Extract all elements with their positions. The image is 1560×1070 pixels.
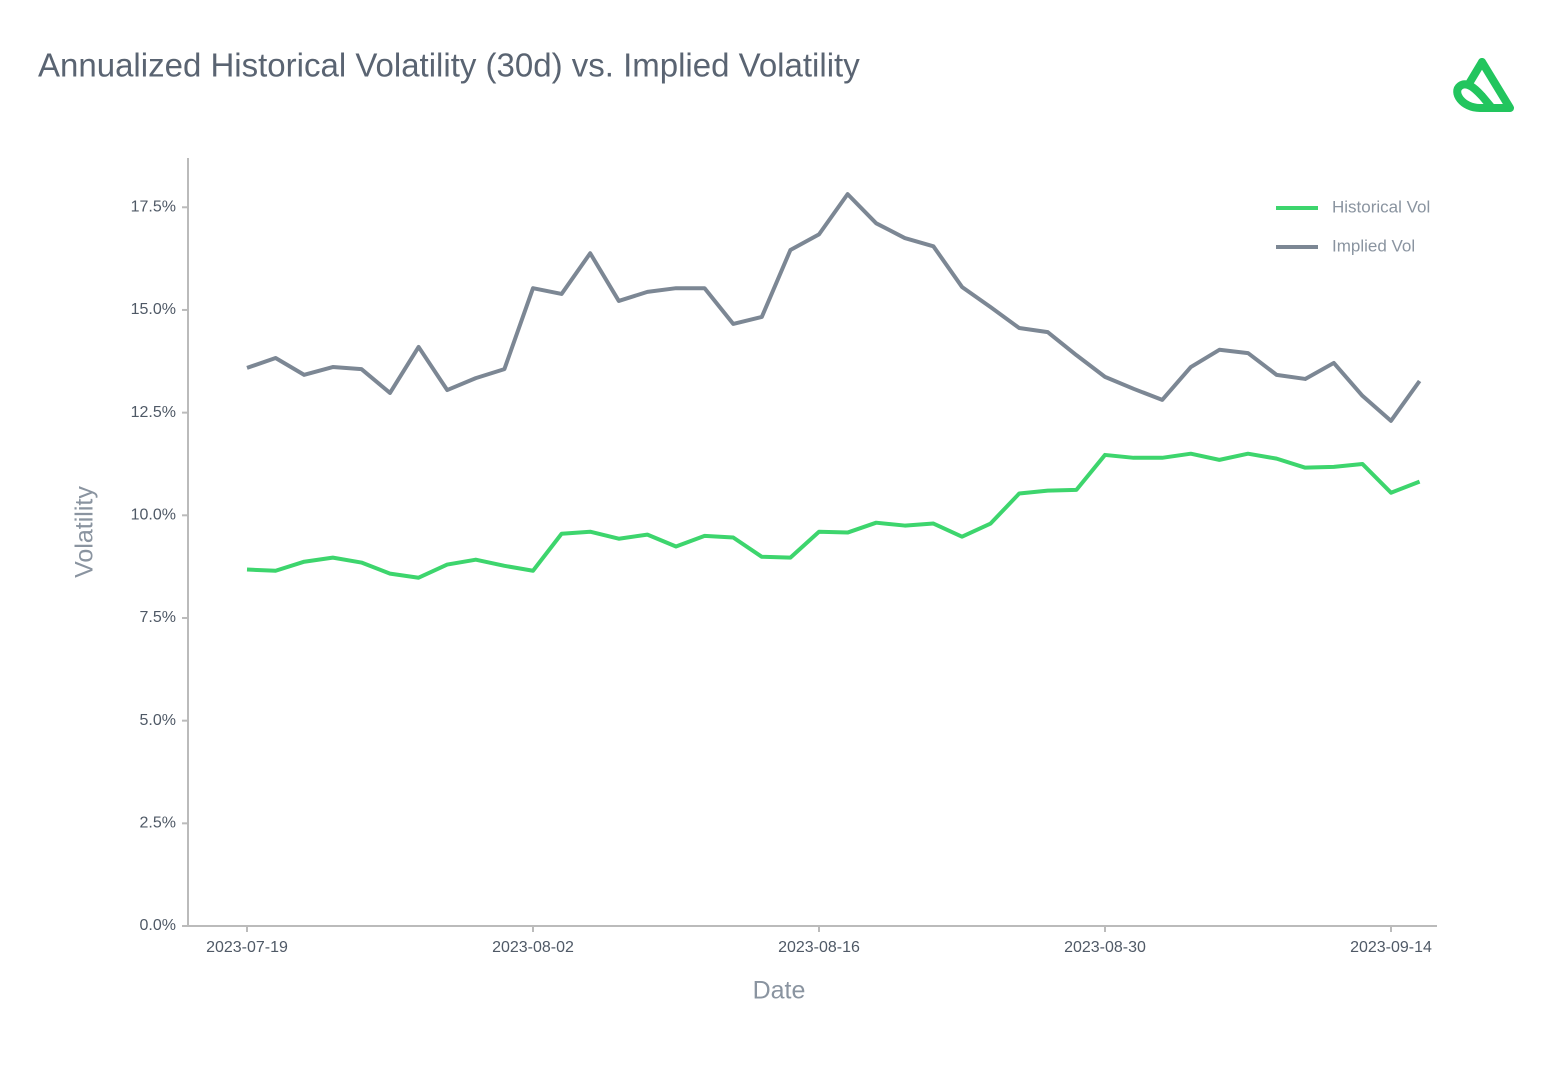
series-line bbox=[246, 451, 1421, 580]
y-tick-label: 15.0% bbox=[131, 301, 176, 318]
y-tick-label: 10.0% bbox=[131, 507, 176, 524]
y-tick-label: 5.0% bbox=[140, 712, 176, 729]
x-tick-label: 2023-09-14 bbox=[1350, 939, 1432, 956]
x-tick-label: 2023-08-30 bbox=[1064, 939, 1146, 956]
y-tick-label: 0.0% bbox=[140, 917, 176, 934]
y-tick-label: 7.5% bbox=[140, 609, 176, 626]
x-tick-label: 2023-08-02 bbox=[492, 939, 574, 956]
x-axis-label: Date bbox=[753, 977, 806, 1005]
y-tick-label: 12.5% bbox=[131, 404, 176, 421]
x-tick-label: 2023-07-19 bbox=[206, 939, 288, 956]
y-tick-label: 17.5% bbox=[131, 199, 176, 216]
logo bbox=[1453, 58, 1514, 112]
x-tick-label: 2023-08-16 bbox=[778, 939, 860, 956]
legend-label: Historical Vol bbox=[1332, 197, 1430, 216]
chart-title: Annualized Historical Volatility (30d) v… bbox=[38, 47, 860, 84]
y-axis-label: Volatility bbox=[71, 486, 99, 578]
series-line bbox=[246, 192, 1422, 423]
y-tick-label: 2.5% bbox=[140, 815, 176, 832]
legend-label: Implied Vol bbox=[1332, 236, 1415, 255]
